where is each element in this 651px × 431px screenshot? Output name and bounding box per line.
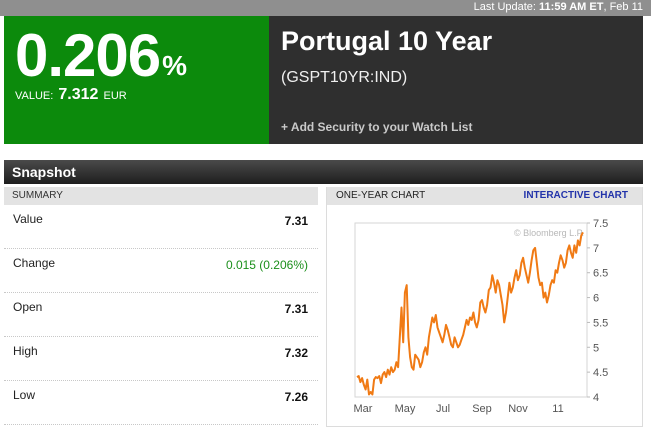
security-name: Portugal 10 Year (281, 26, 493, 56)
chart-title: ONE-YEAR CHART (336, 190, 426, 201)
row-label: Low (13, 388, 36, 402)
y-tick-label: 5.5 (593, 317, 608, 329)
percent-sign: % (162, 50, 187, 81)
y-tick-label: 7 (593, 243, 599, 255)
summary-row-high: High 7.32 (4, 337, 318, 381)
y-tick-label: 5 (593, 342, 599, 354)
security-info-panel: Portugal 10 Year (GSPT10YR:IND) + Add Se… (269, 16, 643, 144)
bloomberg-watermark: © Bloomberg L.P. (514, 228, 584, 238)
row-value: 7.31 (284, 302, 308, 316)
row-label: Value (13, 212, 43, 226)
yield-value: 0.206% (15, 20, 187, 92)
row-value: 7.26 (284, 390, 308, 404)
price-line: VALUE: 7.312 EUR (15, 86, 127, 104)
summary-row-low: Low 7.26 (4, 381, 318, 425)
yield-number: 0.206 (15, 22, 161, 89)
summary-row-change: Change 0.015 (0.206%) (4, 249, 318, 293)
x-tick-label: 11 (552, 403, 563, 415)
row-value: 7.32 (284, 346, 308, 360)
summary-row-open: Open 7.31 (4, 293, 318, 337)
currency-label: EUR (103, 90, 127, 102)
chart-header: ONE-YEAR CHART INTERACTIVE CHART (327, 187, 642, 205)
summary-row-value: Value 7.31 (4, 205, 318, 249)
y-tick-label: 4.5 (593, 367, 608, 379)
x-tick-label: Nov (508, 403, 528, 415)
row-label: High (13, 344, 38, 358)
last-update-label: Last Update: (473, 1, 536, 13)
x-tick-label: May (395, 403, 416, 415)
interactive-chart-link[interactable]: INTERACTIVE CHART (523, 190, 628, 201)
security-ticker: (GSPT10YR:IND) (281, 69, 408, 86)
x-tick-label: Jul (436, 403, 450, 415)
y-tick-label: 6 (593, 293, 599, 305)
top-status-bar: Last Update: 11:59 AM ET, Feb 11 (0, 0, 651, 16)
yield-panel: 0.206% VALUE: 7.312 EUR (4, 16, 269, 144)
one-year-chart-panel: ONE-YEAR CHART INTERACTIVE CHART © Bloom… (326, 187, 643, 427)
summary-header: SUMMARY (4, 187, 318, 205)
x-tick-label: Mar (354, 403, 373, 415)
last-update-time: 11:59 AM ET (539, 1, 604, 13)
row-label: Change (13, 256, 56, 270)
add-to-watchlist-link[interactable]: + Add Security to your Watch List (281, 120, 473, 134)
snapshot-header: Snapshot (4, 160, 643, 184)
yield-line-chart: © Bloomberg L.P. 4 4.5 5 5.5 6 6.5 7 7.5 Mar May Ju… (354, 218, 609, 415)
last-update-date: , Feb 11 (603, 1, 643, 13)
row-label: Open (13, 300, 43, 314)
price-value: 7.312 (58, 86, 99, 103)
yield-series-line (356, 231, 584, 396)
y-tick-label: 6.5 (593, 268, 608, 280)
last-update: Last Update: 11:59 AM ET, Feb 11 (474, 1, 643, 13)
y-tick-label: 4 (593, 392, 599, 404)
x-tick-label: Sep (472, 403, 492, 415)
value-label: VALUE: (15, 90, 54, 102)
plot-area (354, 222, 588, 398)
y-tick-label: 7.5 (593, 218, 608, 230)
row-value: 0.015 (0.206%) (225, 258, 308, 272)
row-value: 7.31 (284, 214, 308, 228)
summary-table: Value 7.31 Change 0.015 (0.206%) Open 7.… (4, 205, 318, 425)
